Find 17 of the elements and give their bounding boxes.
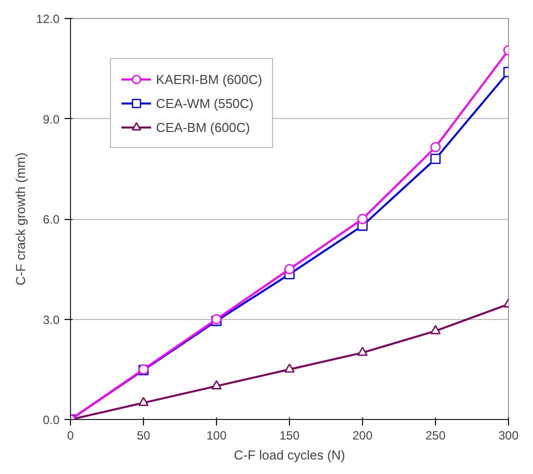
x-tick-label: 150 — [279, 428, 300, 442]
x-tick-label: 250 — [425, 428, 446, 442]
y-tick-label: 3.0 — [42, 312, 60, 327]
x-tick-label: 50 — [136, 428, 150, 442]
legend-label: CEA-BM (600C) — [156, 120, 250, 134]
x-tick-label: 300 — [498, 428, 519, 442]
x-tick-label: 200 — [352, 428, 373, 442]
legend-label: KAERI-BM (600C) — [156, 72, 262, 86]
y-tick-label: 9.0 — [42, 112, 60, 126]
x-tick-label: 0 — [67, 428, 74, 442]
y-tick-label: 6.0 — [42, 212, 60, 226]
y-tick-label: 12.0 — [36, 12, 60, 26]
y-axis-title: C-F crack growth (mm) — [13, 152, 28, 286]
y-tick-label: 0.0 — [42, 413, 60, 427]
x-tick-label: 100 — [206, 428, 227, 442]
legend-label: CEA-WM (550C) — [156, 96, 254, 110]
x-axis-title: C-F load cycles (N) — [234, 448, 346, 462]
